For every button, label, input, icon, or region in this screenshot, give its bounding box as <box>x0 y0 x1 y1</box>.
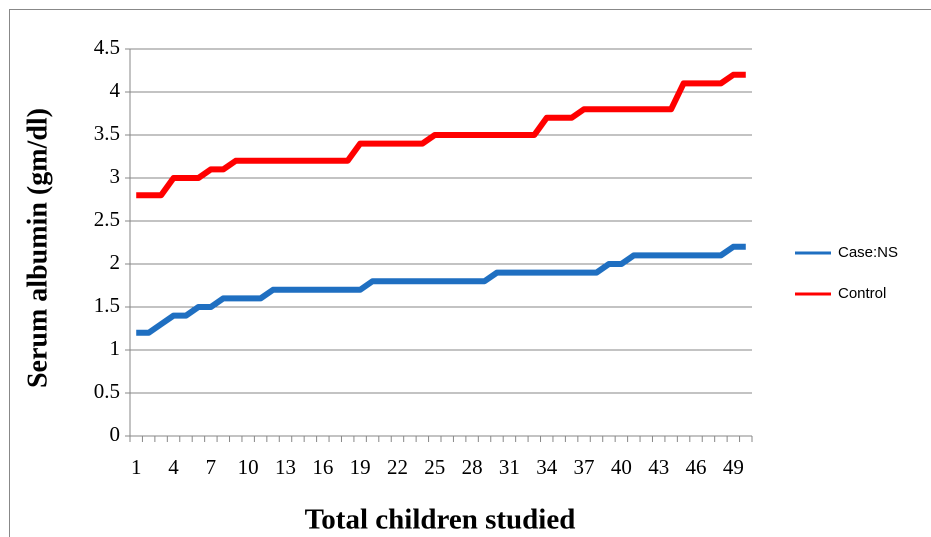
y-tick-label: 4 <box>110 78 121 102</box>
x-tick-label: 37 <box>574 455 595 479</box>
x-tick-label: 34 <box>536 455 558 479</box>
x-tick-label: 19 <box>350 455 371 479</box>
y-tick-label: 2 <box>110 250 121 274</box>
data-line <box>136 243 746 336</box>
x-tick-label: 25 <box>424 455 445 479</box>
x-axis-title: Total children studied <box>305 504 576 536</box>
x-tick-label: 43 <box>648 455 669 479</box>
x-tick-label: 49 <box>723 455 744 479</box>
x-tick-label: 46 <box>686 455 707 479</box>
x-tick-label: 22 <box>387 455 408 479</box>
y-tick-label: 1.5 <box>94 293 120 317</box>
x-tick-label: 4 <box>168 455 179 479</box>
x-tick-label: 31 <box>499 455 520 479</box>
data-line <box>136 71 746 199</box>
x-tick-label: 10 <box>238 455 259 479</box>
x-tick-label: 1 <box>131 455 142 479</box>
x-tick-label: 13 <box>275 455 296 479</box>
y-tick-label: 0 <box>110 422 121 446</box>
y-tick-label: 3 <box>110 164 121 188</box>
y-axis-title: Serum albumin (gm/dl) <box>22 108 53 388</box>
y-tick-label: 0.5 <box>94 379 120 403</box>
legend-label: Case:NS <box>838 244 898 261</box>
y-tick-label: 1 <box>110 336 121 360</box>
x-tick-label: 16 <box>312 455 333 479</box>
legend-label: Control <box>838 285 886 302</box>
y-tick-label: 4.5 <box>94 35 120 59</box>
y-tick-label: 3.5 <box>94 121 120 145</box>
x-tick-label: 7 <box>206 455 217 479</box>
x-tick-label: 28 <box>462 455 483 479</box>
y-tick-label: 2.5 <box>94 207 120 231</box>
x-tick-label: 40 <box>611 455 632 479</box>
chart-frame <box>9 9 931 537</box>
